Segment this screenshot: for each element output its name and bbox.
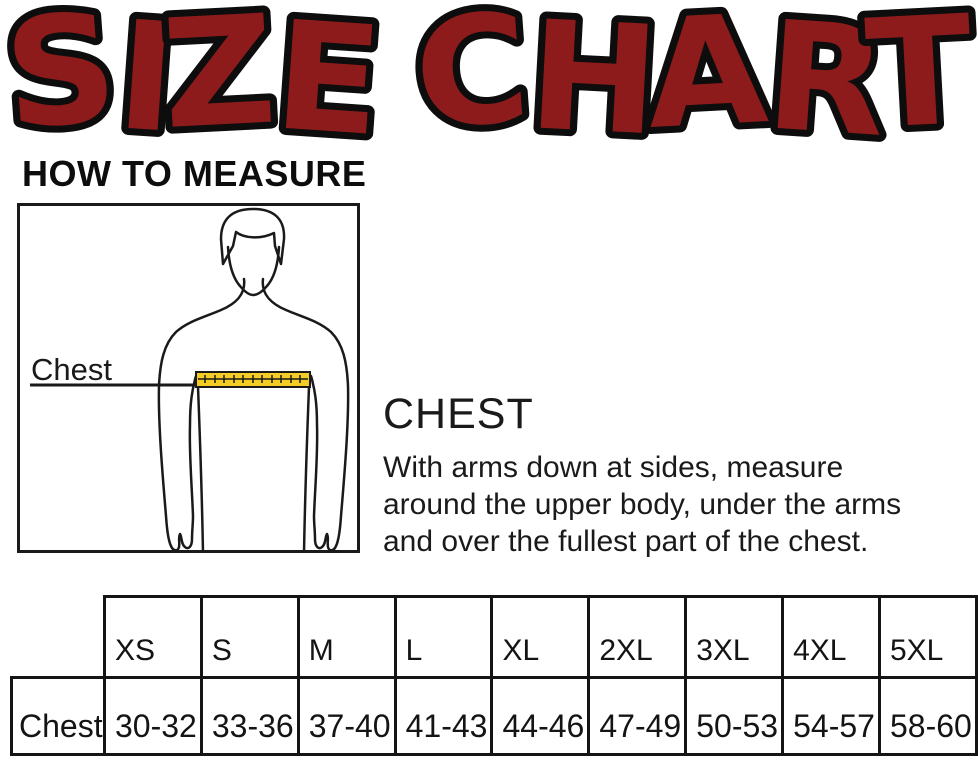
face-outline <box>226 245 281 297</box>
size-column-header: 3XL <box>684 595 785 679</box>
tape-ticks <box>204 375 301 383</box>
hair-outline <box>219 207 286 266</box>
chest-figure-label: Chest <box>31 352 112 387</box>
chest-range-cell: 58-60 <box>877 676 978 756</box>
instruction-line: With arms down at sides, measure <box>383 451 844 484</box>
chest-range-cell: 41-43 <box>393 676 494 756</box>
size-table: XS S M L XL 2XL 3XL 4XL 5XL Chest 30-32 … <box>10 595 978 756</box>
chest-values-row: Chest 30-32 33-36 37-40 41-43 44-46 47-4… <box>10 676 978 756</box>
chest-range-cell: 54-57 <box>781 676 881 756</box>
size-column-header: L <box>393 595 494 679</box>
instruction-line: and over the fullest part of the chest. <box>383 525 869 558</box>
chest-section-heading: CHEST <box>383 390 534 438</box>
left-arm-outline <box>157 277 246 552</box>
chest-range-cell: 30-32 <box>102 676 203 756</box>
body-illustration <box>157 207 350 553</box>
size-column-header: XL <box>490 595 591 679</box>
size-chart-title-banner: SIZE CHART <box>0 0 978 152</box>
torso-lines <box>196 385 311 553</box>
chest-range-cell: 37-40 <box>296 676 397 756</box>
size-column-header: 5XL <box>877 595 978 679</box>
size-column-header: XS <box>102 595 203 679</box>
size-column-header: S <box>199 595 300 679</box>
size-column-header: 4XL <box>781 595 881 679</box>
chest-range-cell: 50-53 <box>684 676 785 756</box>
measuring-tape <box>195 371 311 388</box>
measurement-figure: Chest <box>17 203 360 553</box>
right-arm-outline <box>261 277 350 552</box>
blank-header-cell <box>12 597 105 678</box>
row-label-chest: Chest <box>10 676 106 756</box>
chest-range-cell: 44-46 <box>490 676 591 756</box>
chest-instructions: With arms down at sides, measure around … <box>383 449 901 560</box>
instruction-line: around the upper body, under the arms <box>383 488 902 521</box>
size-chart-title: SIZE CHART <box>0 0 977 152</box>
figure-border <box>17 203 360 553</box>
size-column-header: 2XL <box>587 595 688 679</box>
chest-range-cell: 33-36 <box>199 676 300 756</box>
size-column-header: M <box>296 595 397 679</box>
how-to-measure-heading: HOW TO MEASURE <box>22 153 367 194</box>
size-header-row: XS S M L XL 2XL 3XL 4XL 5XL <box>12 595 978 679</box>
chest-range-cell: 47-49 <box>587 676 688 756</box>
